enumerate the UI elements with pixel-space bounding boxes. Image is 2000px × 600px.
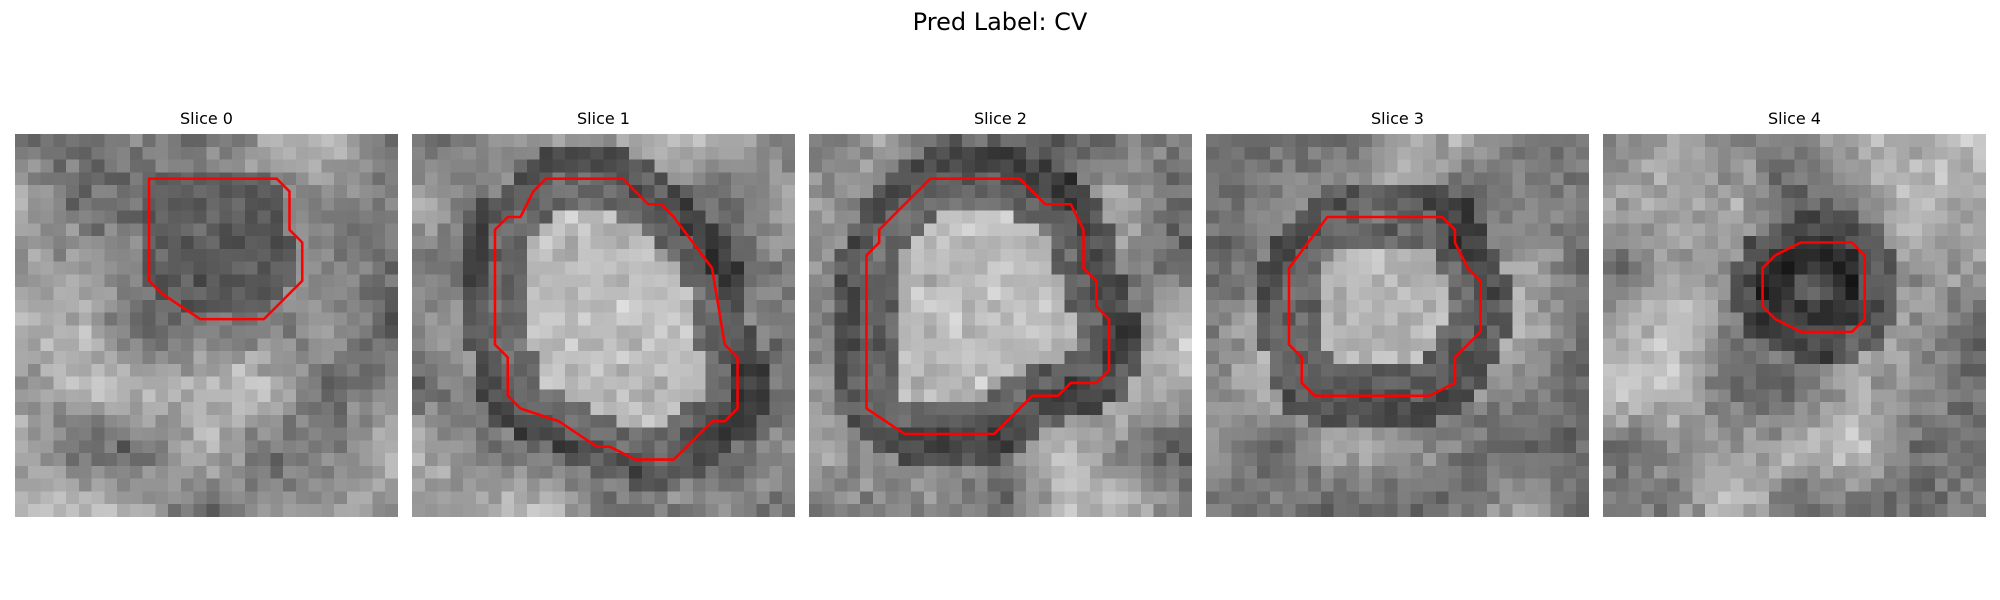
- panel-title: Slice 1: [577, 109, 630, 128]
- slice-image-svg: [1206, 134, 1589, 517]
- pixel-grid: [15, 134, 398, 517]
- contour-outline: [865, 177, 1111, 436]
- panel-slice-4: Slice 4: [1603, 108, 1986, 517]
- slice-image: [1603, 134, 1986, 517]
- panel-title: Slice 2: [974, 109, 1027, 128]
- contour-outline: [1761, 241, 1866, 334]
- panel-slice-1: Slice 1: [412, 108, 795, 517]
- slice-image-svg: [1603, 134, 1986, 517]
- contour-outline: [147, 177, 304, 321]
- pixel-grid: [412, 134, 795, 517]
- pixel-grid: [1603, 134, 1986, 517]
- slice-image-svg: [412, 134, 795, 517]
- panel-title: Slice 3: [1371, 109, 1424, 128]
- pixel-grid: [1206, 134, 1589, 517]
- slice-image: [15, 134, 398, 517]
- figure-title: Pred Label: CV: [912, 8, 1088, 36]
- slice-image-svg: [809, 134, 1192, 517]
- slice-image: [809, 134, 1192, 517]
- contour-outline: [493, 177, 739, 461]
- pixel-grid: [809, 134, 1192, 517]
- panel-title: Slice 0: [180, 109, 233, 128]
- panel-title: Slice 4: [1768, 109, 1821, 128]
- panel-slice-3: Slice 3: [1206, 108, 1589, 517]
- contour-outline: [1287, 215, 1482, 397]
- slice-image: [1206, 134, 1589, 517]
- slice-image: [412, 134, 795, 517]
- slice-image-svg: [15, 134, 398, 517]
- panel-slice-0: Slice 0: [15, 108, 398, 517]
- panel-slice-2: Slice 2: [809, 108, 1192, 517]
